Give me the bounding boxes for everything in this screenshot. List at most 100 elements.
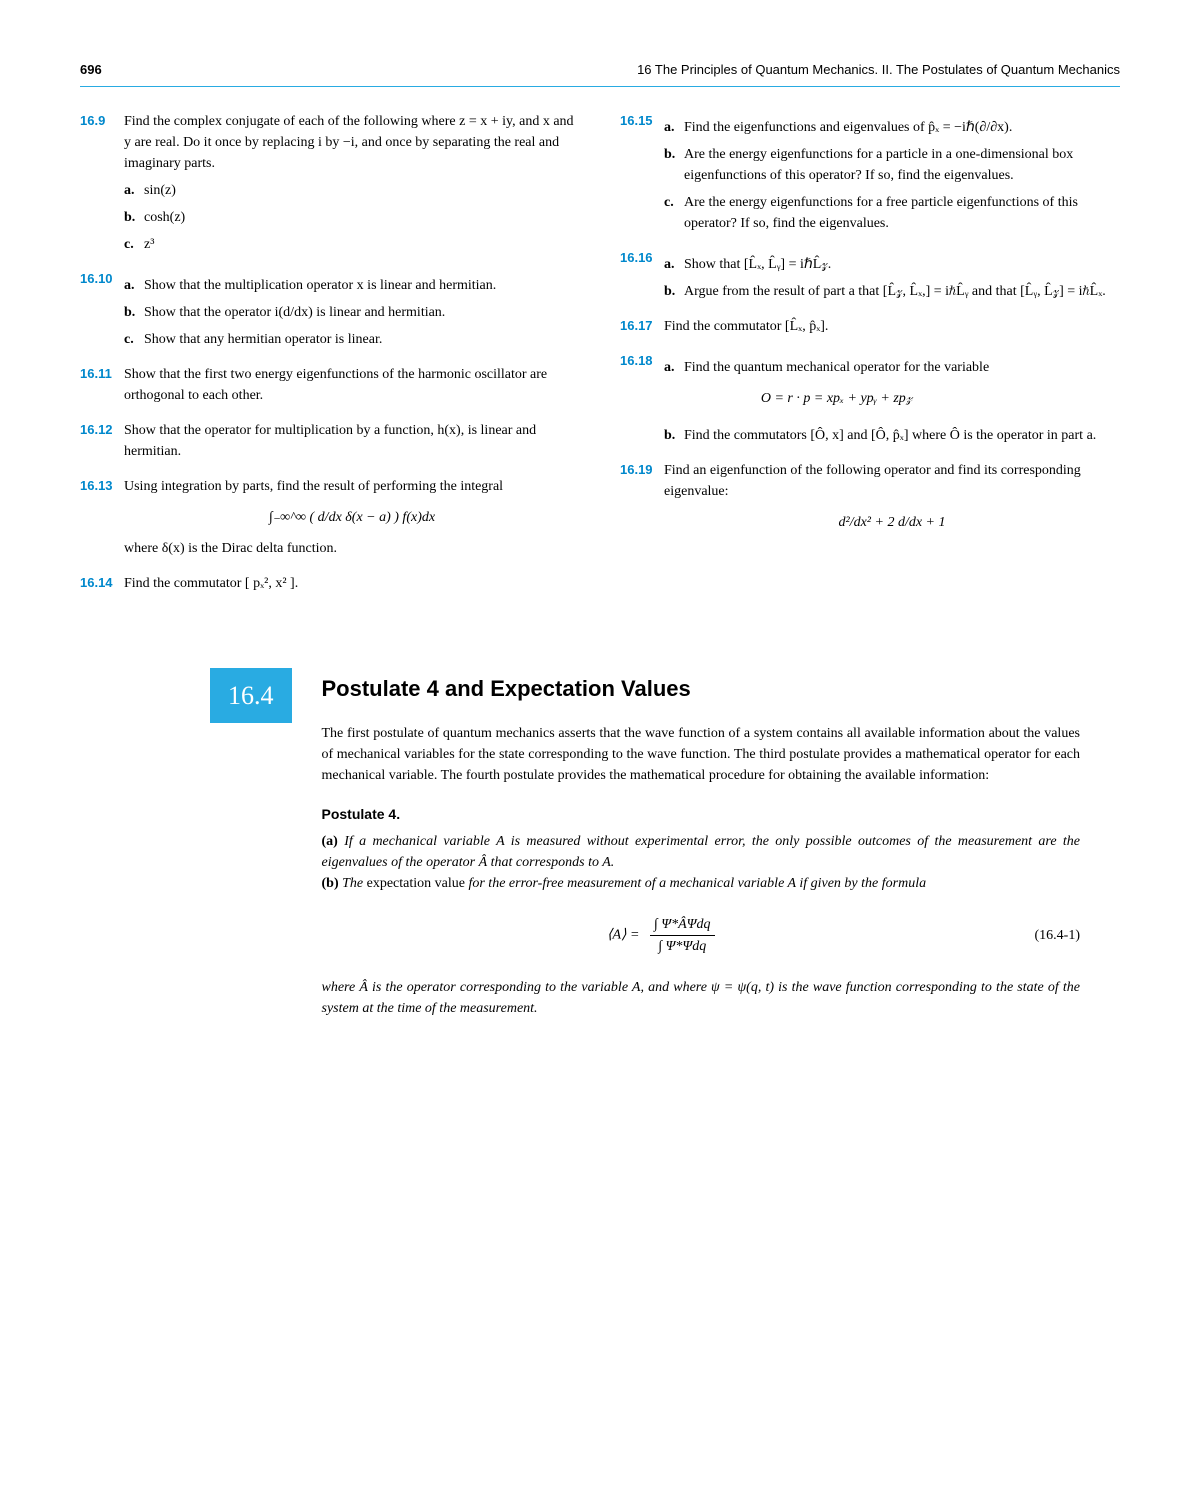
section-closing: where Â is the operator corresponding to… (322, 977, 1081, 1019)
problem: 16.13Using integration by parts, find th… (80, 476, 580, 559)
problems-columns: 16.9Find the complex conjugate of each o… (80, 111, 1120, 608)
left-column: 16.9Find the complex conjugate of each o… (80, 111, 580, 608)
problem-body: Using integration by parts, find the res… (124, 476, 580, 559)
problem-equation: ∫₋∞^∞ ( d/dx δ(x − a) ) f(x)dx (124, 507, 580, 528)
problem: 16.17Find the commutator [L̂ₓ, p̂ₓ]. (620, 316, 1120, 337)
problem-subpart: b.cosh(z) (124, 207, 580, 228)
subpart-text: sin(z) (144, 180, 176, 201)
postulate-body: (a) If a mechanical variable A is measur… (322, 831, 1081, 894)
problem-number: 16.10 (80, 269, 124, 350)
subpart-label: a. (664, 357, 684, 419)
subpart-label: b. (664, 281, 684, 302)
subpart-text: Are the energy eigenfunctions for a part… (684, 144, 1120, 186)
subpart-label: b. (124, 207, 144, 228)
problem-text: Find an eigenfunction of the following o… (664, 460, 1120, 502)
subpart-text: Find the eigenfunctions and eigenvalues … (684, 117, 1012, 138)
postulate-b-term: expectation value (363, 876, 468, 891)
problem-text: Find the complex conjugate of each of th… (124, 111, 580, 174)
problem-subpart: b.Show that the operator i(d/dx) is line… (124, 302, 580, 323)
problem-body: a.Show that the multiplication operator … (124, 269, 580, 350)
problem-after: where δ(x) is the Dirac delta function. (124, 538, 580, 559)
problem-subpart: a.Find the eigenfunctions and eigenvalue… (664, 117, 1120, 138)
problem: 16.14Find the commutator [ pₓ², x² ]. (80, 573, 580, 594)
subpart-label: a. (664, 254, 684, 275)
problem-number: 16.18 (620, 351, 664, 446)
page-header: 696 16 The Principles of Quantum Mechani… (80, 60, 1120, 87)
problem-equation: d²/dx² + 2 d/dx + 1 (664, 512, 1120, 533)
section-title: Postulate 4 and Expectation Values (322, 672, 1081, 705)
eq-numerator: ∫ Ψ*ÂΨdq (650, 914, 715, 936)
subpart-text: z³ (144, 234, 154, 255)
problem: 16.18a.Find the quantum mechanical opera… (620, 351, 1120, 446)
section-content: Postulate 4 and Expectation Values The f… (322, 668, 1121, 1019)
problem-subpart: a.Show that [L̂ₓ, L̂ᵧ] = iℏL̂𝓏. (664, 254, 1120, 275)
problem-subpart: b.Are the energy eigenfunctions for a pa… (664, 144, 1120, 186)
subpart-label: b. (664, 144, 684, 186)
problem-number: 16.12 (80, 420, 124, 462)
problem-number: 16.19 (620, 460, 664, 543)
problem-body: Show that the first two energy eigenfunc… (124, 364, 580, 406)
chapter-title: 16 The Principles of Quantum Mechanics. … (637, 60, 1120, 80)
postulate-b-pre: The (342, 876, 363, 891)
problem-number: 16.13 (80, 476, 124, 559)
problem: 16.10a.Show that the multiplication oper… (80, 269, 580, 350)
problem-text: Show that the first two energy eigenfunc… (124, 364, 580, 406)
page-number: 696 (80, 60, 102, 80)
problem-text: Using integration by parts, find the res… (124, 476, 580, 497)
problem-body: a.Find the eigenfunctions and eigenvalue… (664, 111, 1120, 234)
problem-body: Find the commutator [ pₓ², x² ]. (124, 573, 580, 594)
subpart-text: Show that [L̂ₓ, L̂ᵧ] = iℏL̂𝓏. (684, 254, 831, 275)
subpart-text: Show that the operator i(d/dx) is linear… (144, 302, 445, 323)
problem-number: 16.9 (80, 111, 124, 255)
equation-fraction: ∫ Ψ*ÂΨdq ∫ Ψ*Ψdq (650, 914, 715, 957)
problem-subpart: c.Show that any hermitian operator is li… (124, 329, 580, 350)
subpart-label: a. (664, 117, 684, 138)
section-badge: 16.4 (210, 668, 292, 723)
subpart-label: c. (124, 234, 144, 255)
section-16-4: 16.4 Postulate 4 and Expectation Values … (80, 668, 1120, 1019)
equation-number: (16.4-1) (1000, 925, 1080, 946)
problem-body: Find an eigenfunction of the following o… (664, 460, 1120, 543)
problem-subpart: c.Are the energy eigenfunctions for a fr… (664, 192, 1120, 234)
problem: 16.12Show that the operator for multipli… (80, 420, 580, 462)
problem-subpart: c.z³ (124, 234, 580, 255)
problem-text: Find the commutator [ pₓ², x² ]. (124, 573, 580, 594)
problem: 16.19Find an eigenfunction of the follow… (620, 460, 1120, 543)
problem-body: a.Show that [L̂ₓ, L̂ᵧ] = iℏL̂𝓏.b.Argue f… (664, 248, 1120, 302)
subpart-text: Show that the multiplication operator x … (144, 275, 496, 296)
section-intro: The first postulate of quantum mechanics… (322, 723, 1081, 786)
subpart-text: Show that any hermitian operator is line… (144, 329, 382, 350)
problem-number: 16.11 (80, 364, 124, 406)
problem-subpart: b.Find the commutators [Ô, x] and [Ô, p̂… (664, 425, 1120, 446)
problem-body: Find the commutator [L̂ₓ, p̂ₓ]. (664, 316, 1120, 337)
problem-subpart: a.sin(z) (124, 180, 580, 201)
problem-subpart: a.Show that the multiplication operator … (124, 275, 580, 296)
problem-number: 16.17 (620, 316, 664, 337)
problem-text: Show that the operator for multiplicatio… (124, 420, 580, 462)
subpart-text: Find the quantum mechanical operator for… (684, 357, 989, 419)
subpart-label: a. (124, 275, 144, 296)
problem: 16.9Find the complex conjugate of each o… (80, 111, 580, 255)
equation-16-4-1: ⟨A⟩ = ∫ Ψ*ÂΨdq ∫ Ψ*Ψdq (16.4-1) (322, 914, 1081, 957)
problem-text: Find the commutator [L̂ₓ, p̂ₓ]. (664, 316, 1120, 337)
problem-subpart: a.Find the quantum mechanical operator f… (664, 357, 1120, 419)
subpart-label: a. (124, 180, 144, 201)
subpart-equation: O = r · p = xpₓ + ypᵧ + zp𝓏 (684, 388, 989, 409)
equation-body: ⟨A⟩ = ∫ Ψ*ÂΨdq ∫ Ψ*Ψdq (322, 914, 1001, 957)
problem: 16.16a.Show that [L̂ₓ, L̂ᵧ] = iℏL̂𝓏.b.Ar… (620, 248, 1120, 302)
subpart-text: Find the commutators [Ô, x] and [Ô, p̂ₓ]… (684, 425, 1096, 446)
eq-denominator: ∫ Ψ*Ψdq (650, 936, 715, 957)
postulate-heading: Postulate 4. (322, 804, 1081, 825)
problem: 16.11Show that the first two energy eige… (80, 364, 580, 406)
eq-lhs: ⟨A⟩ = (607, 927, 639, 942)
subpart-label: c. (664, 192, 684, 234)
problem-subpart: b.Argue from the result of part a that [… (664, 281, 1120, 302)
subpart-text: Argue from the result of part a that [L̂… (684, 281, 1106, 302)
problem-body: Show that the operator for multiplicatio… (124, 420, 580, 462)
subpart-text: Are the energy eigenfunctions for a free… (684, 192, 1120, 234)
subpart-text: cosh(z) (144, 207, 185, 228)
problem-body: a.Find the quantum mechanical operator f… (664, 351, 1120, 446)
subpart-label: b. (124, 302, 144, 323)
problem-number: 16.14 (80, 573, 124, 594)
problem-body: Find the complex conjugate of each of th… (124, 111, 580, 255)
